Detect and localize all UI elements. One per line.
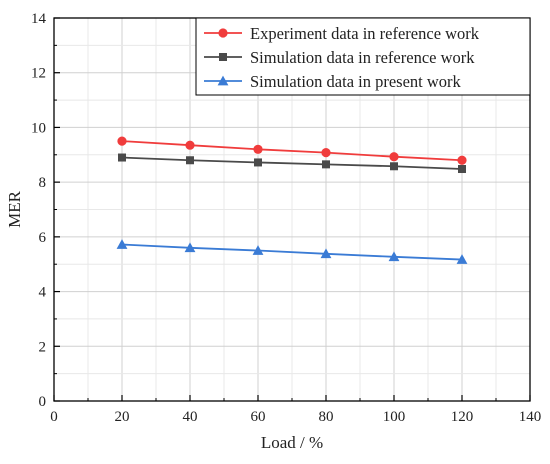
x-tick-label: 0: [50, 409, 58, 425]
legend-marker: [218, 28, 228, 38]
legend: Experiment data in reference work Simulat…: [195, 17, 531, 96]
y-tick-label: 10: [31, 120, 46, 136]
data-point: [388, 251, 400, 262]
series-line: [121, 243, 463, 261]
x-tick-label: 80: [319, 409, 334, 425]
legend-label: Experiment data in reference work: [250, 24, 480, 43]
legend-marker: [217, 75, 229, 86]
x-tick-label: 60: [251, 409, 266, 425]
x-tick-label: 120: [451, 409, 474, 425]
y-tick-label: 4: [39, 285, 47, 301]
series-layer: [116, 136, 468, 264]
legend-label: Simulation data in reference work: [250, 48, 475, 67]
data-point: [184, 242, 196, 253]
data-point: [458, 165, 466, 174]
data-point: [118, 153, 126, 162]
data-point: [117, 136, 127, 146]
y-tick-label: 12: [31, 66, 46, 82]
y-tick-label: 6: [39, 230, 47, 246]
x-axis-title: Load / %: [261, 433, 323, 452]
y-tick-label: 14: [31, 11, 47, 27]
y-tick-label: 8: [39, 175, 47, 191]
x-tick-label: 100: [383, 409, 406, 425]
y-tick-label: 0: [39, 394, 47, 410]
data-point: [320, 248, 332, 259]
axis-ticks: 0 20 40 60 80 100 120 140 0 2 4 6 8 10 12 14: [31, 11, 541, 425]
data-point: [254, 158, 262, 167]
legend-box: [195, 17, 531, 96]
data-point: [389, 152, 399, 162]
data-point: [252, 245, 264, 255]
legend-marker: [219, 53, 227, 61]
data-point: [456, 254, 468, 264]
data-point: [186, 156, 194, 165]
series-line: [121, 140, 463, 162]
y-tick-label: 2: [39, 339, 47, 355]
x-tick-label: 20: [115, 409, 130, 425]
data-point: [390, 162, 398, 171]
legend-item: Experiment data in reference work: [204, 24, 480, 43]
legend-item: Simulation data in present work: [204, 72, 462, 91]
x-tick-label: 40: [183, 409, 198, 425]
legend-label: Simulation data in present work: [250, 72, 462, 91]
data-point: [321, 147, 331, 158]
series-group: [117, 136, 467, 165]
data-point: [116, 239, 128, 249]
legend-item: Simulation data in reference work: [204, 48, 475, 67]
data-point: [457, 155, 467, 165]
y-axis-title: MER: [5, 190, 24, 228]
data-point: [253, 144, 263, 154]
series-line: [121, 156, 463, 170]
x-tick-label: 140: [519, 409, 542, 425]
data-point: [185, 140, 195, 150]
data-point: [322, 160, 330, 169]
series-group: [118, 153, 466, 174]
series-group: [116, 239, 468, 264]
